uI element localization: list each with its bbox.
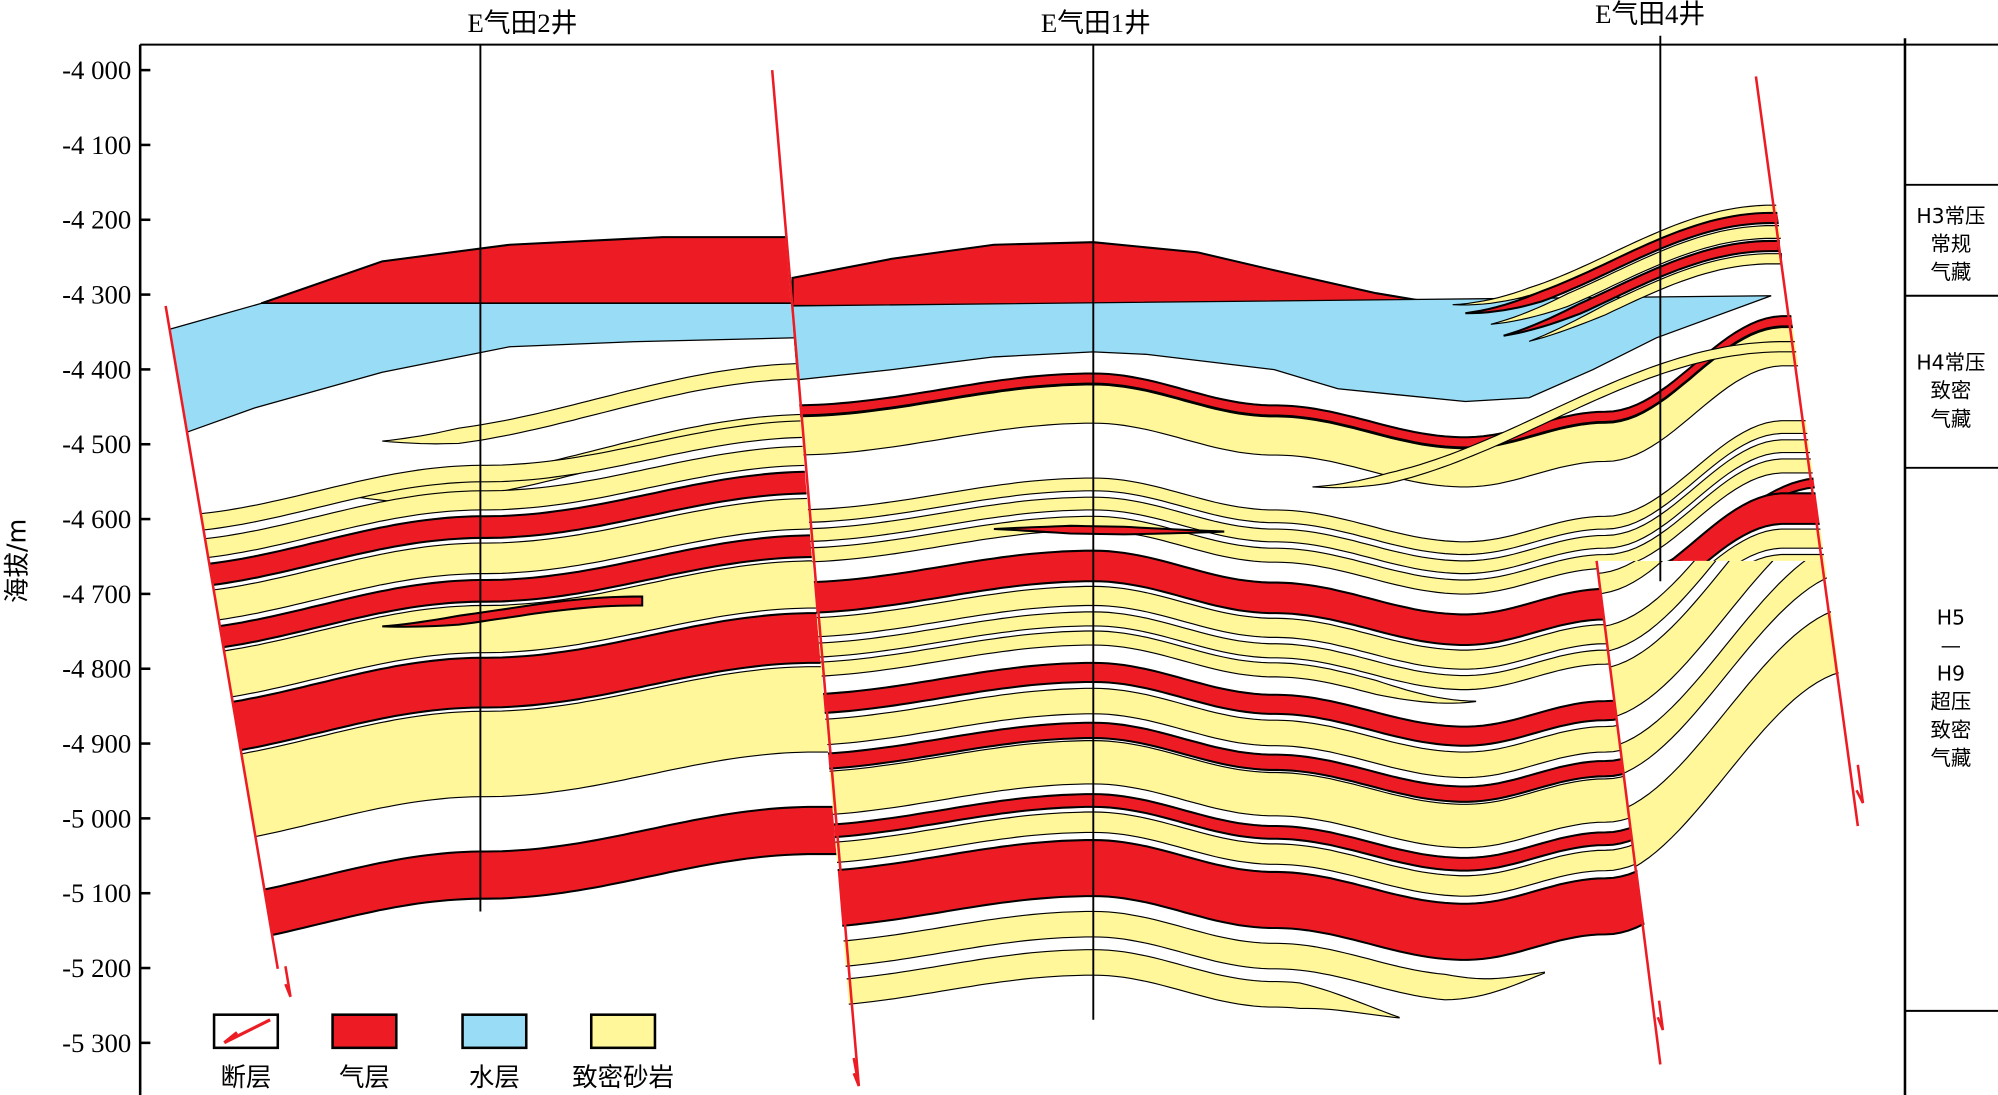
fault-icon (223, 1018, 271, 1045)
fault-line (1754, 76, 1860, 827)
tight-sandstone-layer (765, 327, 1825, 488)
gas-layer (765, 781, 1825, 961)
y-tick-label: -4 200 (62, 205, 131, 235)
y-tick-label: -4 800 (62, 654, 131, 684)
legend-item-sandstone: 致密砂岩 (572, 1013, 674, 1093)
y-tick-label: -4 700 (62, 579, 131, 609)
reservoir-label: H9 (1937, 662, 1965, 686)
y-axis-label: 海拔/m (2, 519, 32, 603)
water-layer-swatch (461, 1013, 528, 1050)
legend-label: 断层 (220, 1063, 271, 1093)
tight-sandstone-layer (1596, 604, 1880, 881)
tight-sandstone-layer (765, 630, 1825, 779)
reservoir-label: 气藏 (1930, 407, 1971, 431)
legend-item-fault: 断层 (212, 1013, 280, 1093)
y-tick-label: -4 400 (62, 354, 131, 384)
legend: 断层 气层 水层 致密砂岩 (212, 1013, 674, 1093)
y-tick-label: -5 000 (62, 803, 131, 833)
y-tick-label: -5 200 (62, 953, 131, 983)
fault-line (770, 70, 861, 1087)
tight-sandstone-layer (765, 528, 1825, 670)
gas-layer (765, 492, 1825, 647)
y-tick-label: -5 300 (62, 1028, 131, 1058)
tight-sandstone-layer (1596, 560, 1880, 781)
fault-arrow-icon (1855, 764, 1865, 804)
legend-label: 水层 (469, 1063, 520, 1093)
tight-sandstone-layer (765, 754, 1825, 897)
gas-layer (765, 315, 1825, 449)
tight-sandstone-layer (765, 553, 1825, 691)
reservoir-label: H4常压 (1916, 351, 1985, 375)
reservoir-label: 常规 (1930, 232, 1971, 256)
tight-sandstone-layer (765, 439, 1825, 575)
well-label-e1: E气田1井 (1041, 8, 1151, 38)
gas-layer (382, 595, 644, 628)
gas-layer (993, 524, 1225, 536)
fault-arrow-icon (284, 966, 292, 998)
y-tick-label: -4 600 (62, 504, 131, 534)
tight-sandstone-swatch (589, 1013, 657, 1050)
y-tick-label: -5 100 (62, 878, 131, 908)
fault-block-central (765, 204, 1825, 1019)
legend-label: 气层 (339, 1063, 390, 1093)
y-tick-label: -4 300 (62, 280, 131, 310)
water-layer (791, 295, 1772, 403)
reservoir-label: H5 (1937, 606, 1965, 630)
tight-sandstone-layer (765, 949, 1400, 1019)
legend-item-water: 水层 (461, 1013, 528, 1093)
y-tick-label: -4 000 (62, 55, 131, 85)
reservoir-label: 超压 (1930, 690, 1971, 714)
y-tick-label: -4 100 (62, 130, 131, 160)
water-layer (152, 302, 798, 441)
reservoir-label: 气藏 (1930, 746, 1971, 770)
legend-item-gas: 气层 (331, 1013, 398, 1093)
gas-cap (791, 241, 1453, 307)
reservoir-label: H3常压 (1916, 204, 1985, 228)
gas-layer (765, 735, 1825, 872)
tight-sandstone-layer (765, 420, 1825, 556)
tight-sandstone-layer (765, 682, 1825, 849)
tight-sandstone-layer (1596, 560, 1880, 721)
gas-cap (260, 236, 794, 305)
tight-sandstone-layer (1596, 560, 1880, 654)
y-tick-label: -4 900 (62, 728, 131, 758)
fault-block-east (1596, 560, 1880, 881)
fault-arrow-icon (1656, 1000, 1665, 1031)
gas-layer-swatch (331, 1013, 398, 1050)
fault-block-west (126, 236, 857, 951)
tight-sandstone-layer (765, 630, 1477, 704)
gas-layer (126, 805, 857, 951)
reservoir-label: — (1941, 634, 1961, 658)
reservoir-label: 气藏 (1930, 260, 1971, 284)
tight-sandstone-layer (765, 910, 1545, 1001)
fault-line (1595, 560, 1662, 1065)
well-label-e4: E气田4井 (1595, 0, 1705, 29)
fault-line (164, 305, 280, 970)
gas-layer (765, 664, 1825, 803)
faults (164, 70, 1865, 1087)
reservoir-label: 致密 (1930, 379, 1971, 403)
gas-layer (765, 604, 1825, 747)
well-label-e2: E气田2井 (467, 8, 577, 38)
reservoir-label: 致密 (1930, 718, 1971, 742)
fault-arrow-icon (852, 1057, 861, 1087)
legend-label: 致密砂岩 (572, 1063, 674, 1093)
y-tick-label: -4 500 (62, 429, 131, 459)
